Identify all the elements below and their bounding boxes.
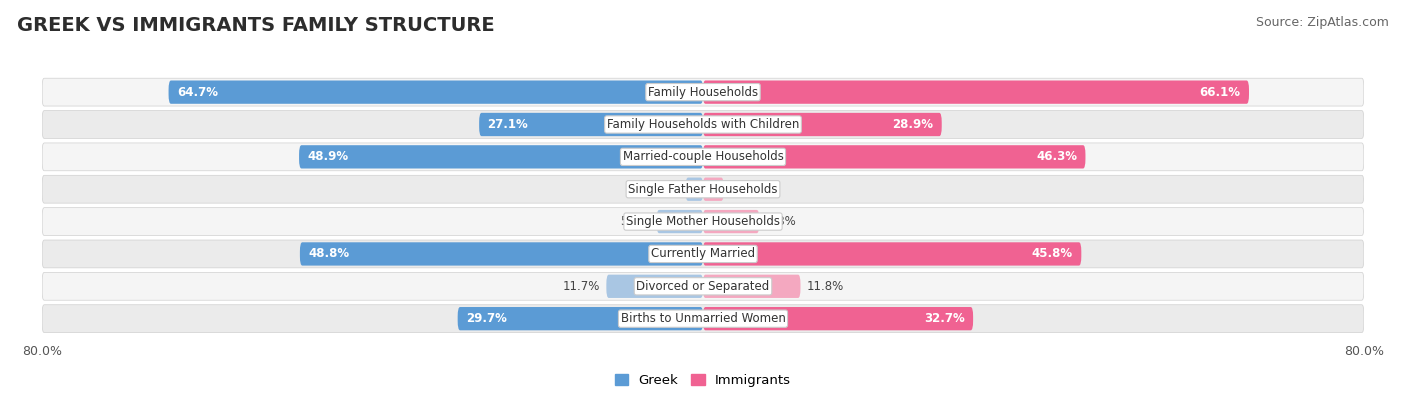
FancyBboxPatch shape xyxy=(42,111,1364,138)
Text: 66.1%: 66.1% xyxy=(1199,86,1240,99)
Text: 27.1%: 27.1% xyxy=(488,118,529,131)
FancyBboxPatch shape xyxy=(606,275,703,298)
FancyBboxPatch shape xyxy=(169,81,703,104)
Text: 2.5%: 2.5% xyxy=(730,183,761,196)
Text: 29.7%: 29.7% xyxy=(465,312,506,325)
Text: Currently Married: Currently Married xyxy=(651,247,755,260)
Text: 64.7%: 64.7% xyxy=(177,86,218,99)
FancyBboxPatch shape xyxy=(42,78,1364,106)
Text: 45.8%: 45.8% xyxy=(1032,247,1073,260)
Text: Source: ZipAtlas.com: Source: ZipAtlas.com xyxy=(1256,16,1389,29)
FancyBboxPatch shape xyxy=(42,305,1364,333)
FancyBboxPatch shape xyxy=(703,307,973,330)
Text: 2.1%: 2.1% xyxy=(650,183,679,196)
Text: GREEK VS IMMIGRANTS FAMILY STRUCTURE: GREEK VS IMMIGRANTS FAMILY STRUCTURE xyxy=(17,16,495,35)
Text: Single Mother Households: Single Mother Households xyxy=(626,215,780,228)
Text: 46.3%: 46.3% xyxy=(1036,150,1077,164)
FancyBboxPatch shape xyxy=(703,242,1081,265)
Text: Single Father Households: Single Father Households xyxy=(628,183,778,196)
FancyBboxPatch shape xyxy=(42,208,1364,235)
FancyBboxPatch shape xyxy=(42,273,1364,300)
Text: Births to Unmarried Women: Births to Unmarried Women xyxy=(620,312,786,325)
Text: Married-couple Households: Married-couple Households xyxy=(623,150,783,164)
Text: 5.6%: 5.6% xyxy=(620,215,650,228)
FancyBboxPatch shape xyxy=(686,178,703,201)
Text: 48.8%: 48.8% xyxy=(308,247,349,260)
FancyBboxPatch shape xyxy=(42,143,1364,171)
FancyBboxPatch shape xyxy=(657,210,703,233)
FancyBboxPatch shape xyxy=(703,145,1085,169)
Text: 6.8%: 6.8% xyxy=(766,215,796,228)
FancyBboxPatch shape xyxy=(703,81,1249,104)
FancyBboxPatch shape xyxy=(458,307,703,330)
FancyBboxPatch shape xyxy=(299,242,703,265)
Legend: Greek, Immigrants: Greek, Immigrants xyxy=(609,369,797,392)
FancyBboxPatch shape xyxy=(703,275,800,298)
Text: Divorced or Separated: Divorced or Separated xyxy=(637,280,769,293)
Text: 32.7%: 32.7% xyxy=(924,312,965,325)
Text: 11.8%: 11.8% xyxy=(807,280,845,293)
FancyBboxPatch shape xyxy=(42,175,1364,203)
Text: 28.9%: 28.9% xyxy=(893,118,934,131)
FancyBboxPatch shape xyxy=(703,178,724,201)
FancyBboxPatch shape xyxy=(703,113,942,136)
Text: Family Households: Family Households xyxy=(648,86,758,99)
FancyBboxPatch shape xyxy=(703,210,759,233)
Text: 11.7%: 11.7% xyxy=(562,280,600,293)
Text: 48.9%: 48.9% xyxy=(308,150,349,164)
FancyBboxPatch shape xyxy=(42,240,1364,268)
FancyBboxPatch shape xyxy=(479,113,703,136)
Text: Family Households with Children: Family Households with Children xyxy=(607,118,799,131)
FancyBboxPatch shape xyxy=(299,145,703,169)
